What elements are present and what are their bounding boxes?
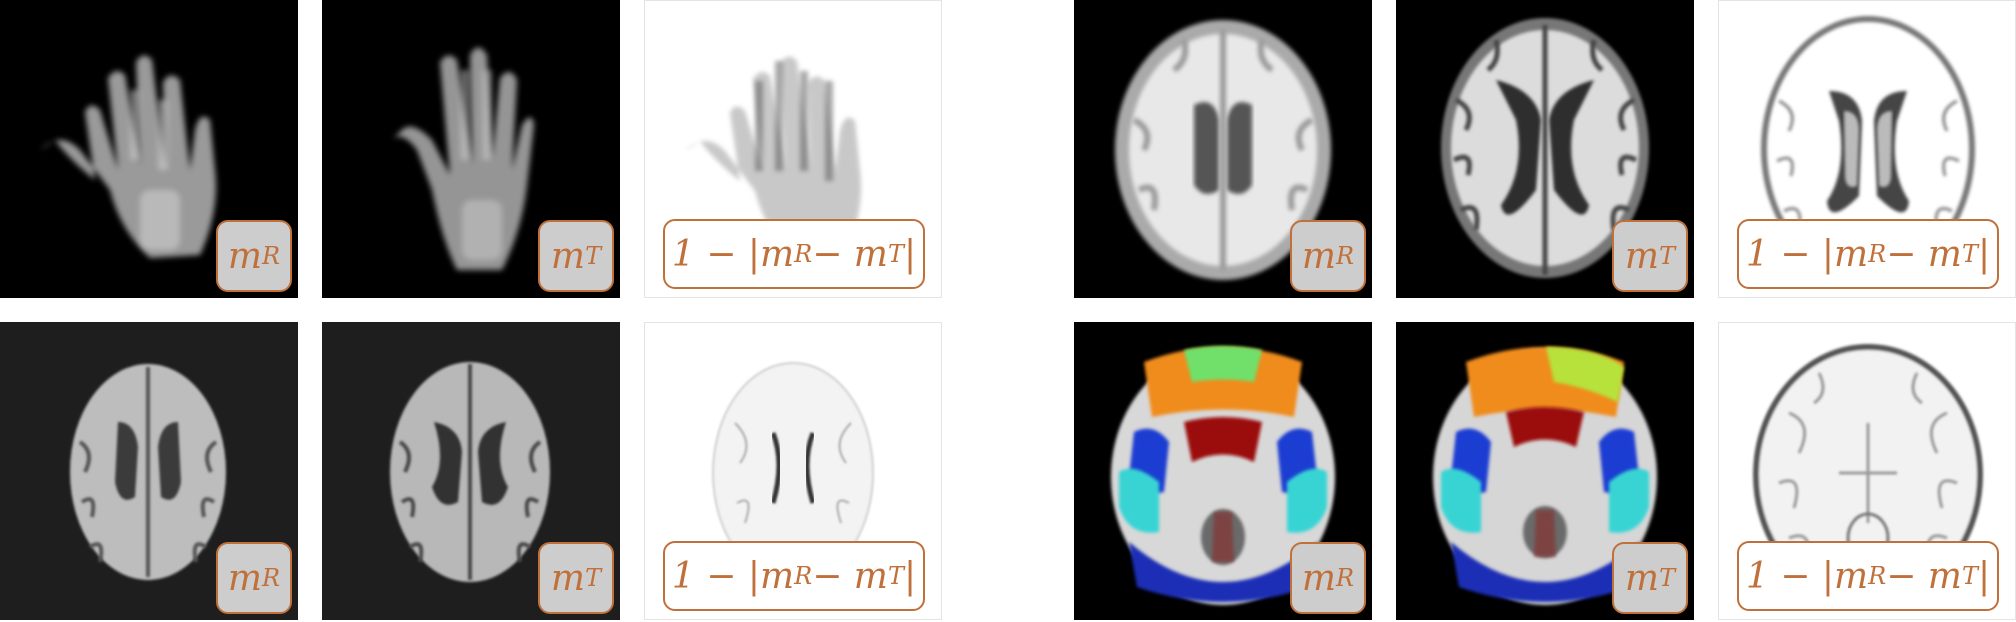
brain-synthetic-difference-image: 1 − |m R − m T |	[1718, 0, 2016, 298]
brain-synthetic-target	[1441, 18, 1649, 278]
brain-real-target	[390, 362, 550, 582]
hand-xray-reference	[40, 55, 216, 258]
label-difference: 1 − |m R − m T |	[663, 219, 925, 289]
brain-atlas-difference-image: 1 − |m R − m T |	[1718, 322, 2016, 620]
hand-difference-image: 1 − |m R − m T |	[644, 0, 942, 298]
brain-real-reference	[70, 364, 226, 580]
brain-atlas-reference	[1111, 346, 1335, 605]
label-difference: 1 − |m R − m T |	[1737, 541, 1999, 611]
hand-xray-target	[392, 47, 534, 270]
hand-xray-difference	[685, 56, 861, 259]
brain-synthetic-reference	[1115, 20, 1331, 280]
brain-atlas-target	[1433, 347, 1657, 605]
brain-real-difference-image: 1 − |m R − m T |	[644, 322, 942, 620]
brain-real-difference	[712, 362, 874, 584]
label-difference: 1 − |m R − m T |	[663, 541, 925, 611]
label-difference: 1 − |m R − m T |	[1737, 219, 1999, 289]
